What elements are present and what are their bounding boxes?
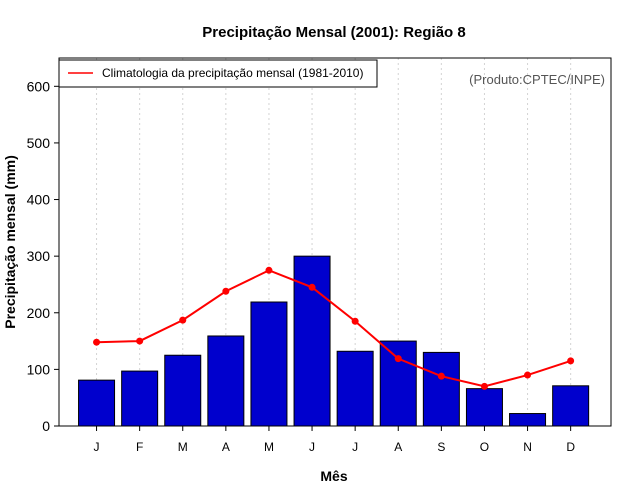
y-tick-label: 0 [42, 418, 50, 434]
climatology-point [179, 316, 187, 324]
chart-title: Precipitação Mensal (2001): Região 8 [202, 24, 465, 41]
bar [552, 385, 590, 427]
bar [164, 354, 202, 427]
x-tick-label: A [222, 440, 230, 454]
climatology-point [394, 355, 402, 363]
x-tick-label: A [394, 440, 402, 454]
bar [78, 379, 116, 427]
climatology-line [96, 269, 571, 388]
bar [250, 301, 288, 427]
bar-series [78, 255, 590, 427]
x-tick-label: S [437, 440, 445, 454]
climatology-point [308, 283, 316, 291]
y-tick-label: 500 [27, 135, 51, 151]
legend-label: Climatologia da precipitação mensal (198… [102, 66, 363, 80]
x-tick-label: D [566, 440, 575, 454]
plot-frame [58, 57, 612, 427]
x-tick-label: F [136, 440, 143, 454]
x-tick-label: J [352, 440, 358, 454]
x-tick-label: J [94, 440, 100, 454]
y-tick-label: 300 [27, 248, 51, 264]
x-tick-label: M [178, 440, 188, 454]
y-tick-label: 200 [27, 305, 51, 321]
climatology-point [136, 337, 144, 345]
climatology-point [567, 357, 575, 365]
climatology-point [222, 287, 230, 295]
climatology-point [351, 317, 359, 325]
y-tick-label: 100 [27, 361, 51, 377]
bar [509, 413, 547, 427]
bar [121, 370, 159, 427]
credit-annotation: (Produto:CPTEC/INPE) [469, 72, 605, 87]
legend: Climatologia da precipitação mensal (198… [58, 59, 378, 88]
x-tick-label: N [523, 440, 532, 454]
climatology-point [480, 382, 488, 390]
climatology-line-series [93, 266, 575, 390]
x-axis-title: Mês [320, 468, 347, 484]
climatology-point [437, 372, 445, 380]
climatology-point [524, 371, 532, 379]
y-axis-title: Precipitação mensal (mm) [2, 155, 18, 329]
x-tick-label: J [309, 440, 315, 454]
bar [379, 340, 417, 427]
bar [465, 388, 503, 427]
y-tick-label: 400 [27, 192, 51, 208]
x-tick-label: M [264, 440, 274, 454]
y-tick-label: 600 [27, 78, 51, 94]
climatology-point [93, 338, 101, 346]
climatology-point [265, 266, 273, 274]
bar [207, 335, 245, 427]
bar [422, 351, 460, 427]
x-tick-label: O [480, 440, 489, 454]
legend-box [58, 59, 378, 88]
bar [336, 350, 374, 427]
y-axis: 0 100 200 300 400 500 600 [27, 78, 59, 434]
